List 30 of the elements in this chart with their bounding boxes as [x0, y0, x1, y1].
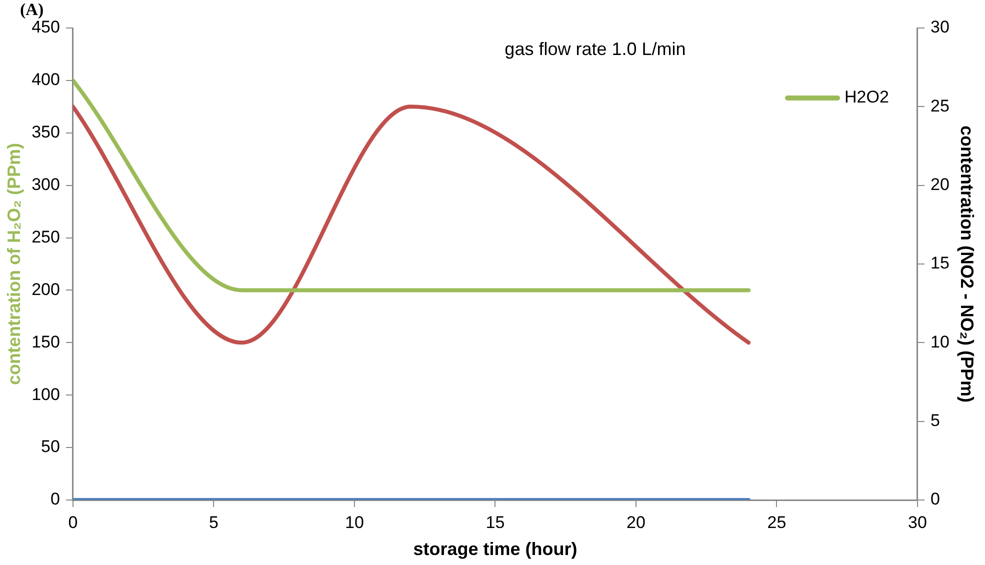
x-tick-label: 30 [908, 512, 927, 532]
y-tick-label: 50 [41, 437, 60, 456]
y2-axis-title: contentration (NO2 - NO₂) (PPm) [957, 126, 978, 402]
y-tick-label: 0 [50, 490, 60, 509]
y-tick-label: 200 [32, 280, 60, 299]
y2-tick-label: 30 [930, 18, 950, 37]
y-tick-label: 100 [32, 384, 60, 404]
text: (A) [20, 0, 44, 19]
y-tick-label: 250 [32, 227, 60, 246]
y-tick-label: 450 [32, 18, 60, 37]
y-tick-label: 400 [32, 70, 60, 90]
y2-tick-label: 25 [930, 96, 950, 116]
annotation: gas flow rate 1.0 L/min [504, 38, 686, 59]
y-tick-label: 350 [32, 122, 60, 142]
x-tick-label: 25 [767, 512, 786, 532]
y2-tick-label: 20 [930, 175, 950, 194]
y-axis-title: contentration of H₂O₂ (PPm) [4, 143, 24, 385]
y-tick-label: 150 [32, 332, 60, 352]
x-axis-title: storage time (hour) [413, 539, 578, 560]
x-tick-label: 0 [68, 512, 78, 532]
y2-tick-label: 15 [930, 254, 950, 273]
y2-tick-label: 10 [930, 332, 950, 352]
x-tick-label: 15 [486, 512, 505, 532]
x-tick-label: 10 [345, 512, 364, 532]
legend-label: H2O2 [844, 88, 889, 107]
y2-tick-label: 0 [930, 490, 940, 509]
y2-tick-label: 5 [930, 411, 940, 430]
y-tick-label: 300 [32, 175, 60, 194]
x-tick-label: 5 [208, 512, 218, 532]
x-tick-label: 20 [626, 512, 646, 532]
